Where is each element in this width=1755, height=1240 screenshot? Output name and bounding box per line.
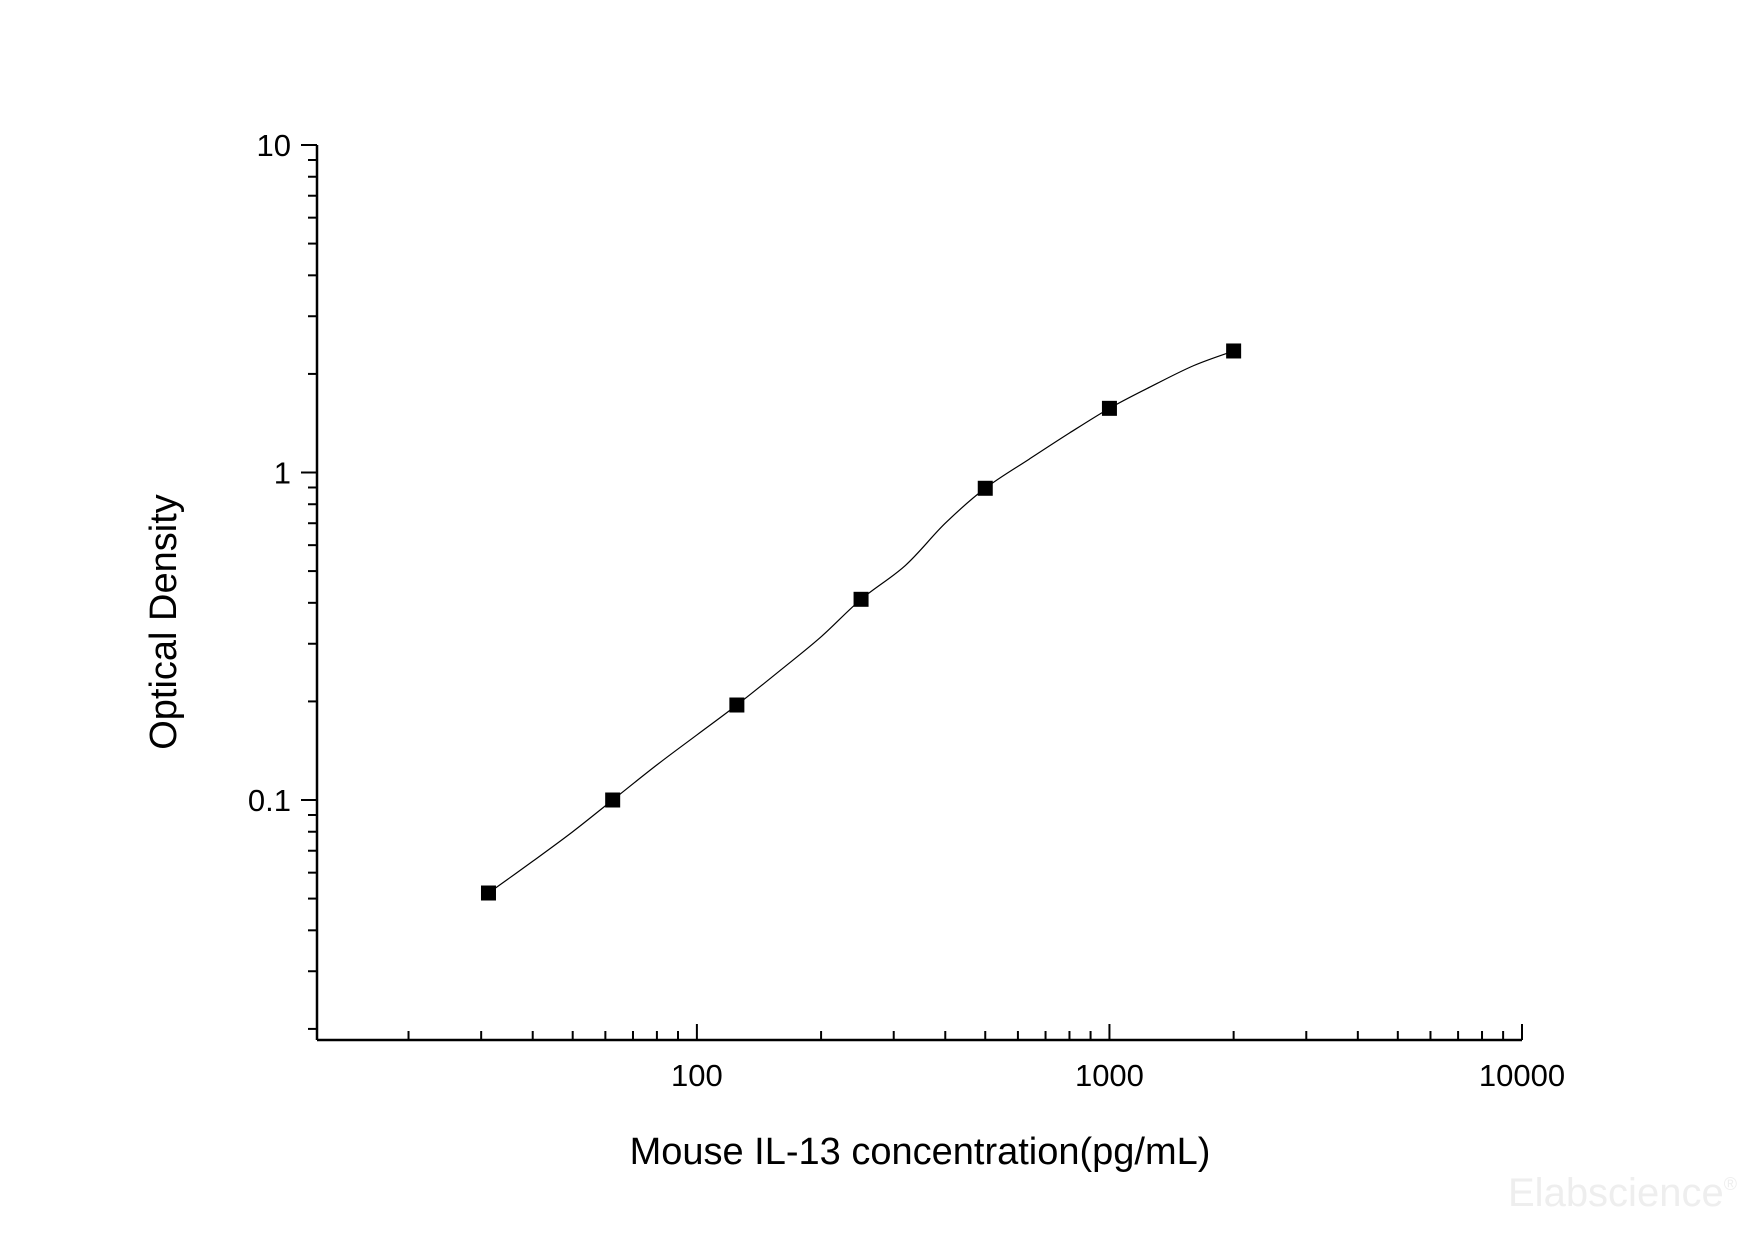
x-major-ticks — [695, 1024, 1523, 1040]
data-point — [480, 885, 496, 901]
x-axis-title: Mouse IL-13 concentration(pg/mL) — [630, 1131, 1211, 1173]
x-tick-label: 10000 — [1479, 1058, 1565, 1093]
data-point — [853, 591, 869, 607]
data-point — [729, 697, 745, 713]
x-tick-label: 100 — [671, 1058, 723, 1093]
data-point — [1226, 343, 1242, 359]
data-point — [977, 480, 993, 496]
watermark-mark: ® — [1724, 1174, 1737, 1194]
x-tick-labels: 100 1000 10000 — [671, 1058, 1565, 1093]
y-axis-title: Optical Density — [143, 494, 185, 750]
x-minor-ticks — [407, 1031, 1505, 1040]
y-major-ticks — [301, 144, 317, 801]
data-point — [1101, 400, 1117, 416]
y-tick-labels: 0.1 1 10 — [248, 128, 291, 818]
y-tick-label: 10 — [257, 128, 291, 163]
y-minor-ticks — [308, 158, 317, 1030]
y-tick-label: 0.1 — [248, 783, 291, 818]
y-tick-label: 1 — [274, 455, 291, 490]
watermark-text: Elabscience — [1508, 1171, 1724, 1215]
data-markers — [480, 343, 1242, 901]
x-tick-label: 1000 — [1075, 1058, 1144, 1093]
watermark: Elabscience® — [1508, 1171, 1737, 1215]
data-point — [605, 792, 621, 808]
